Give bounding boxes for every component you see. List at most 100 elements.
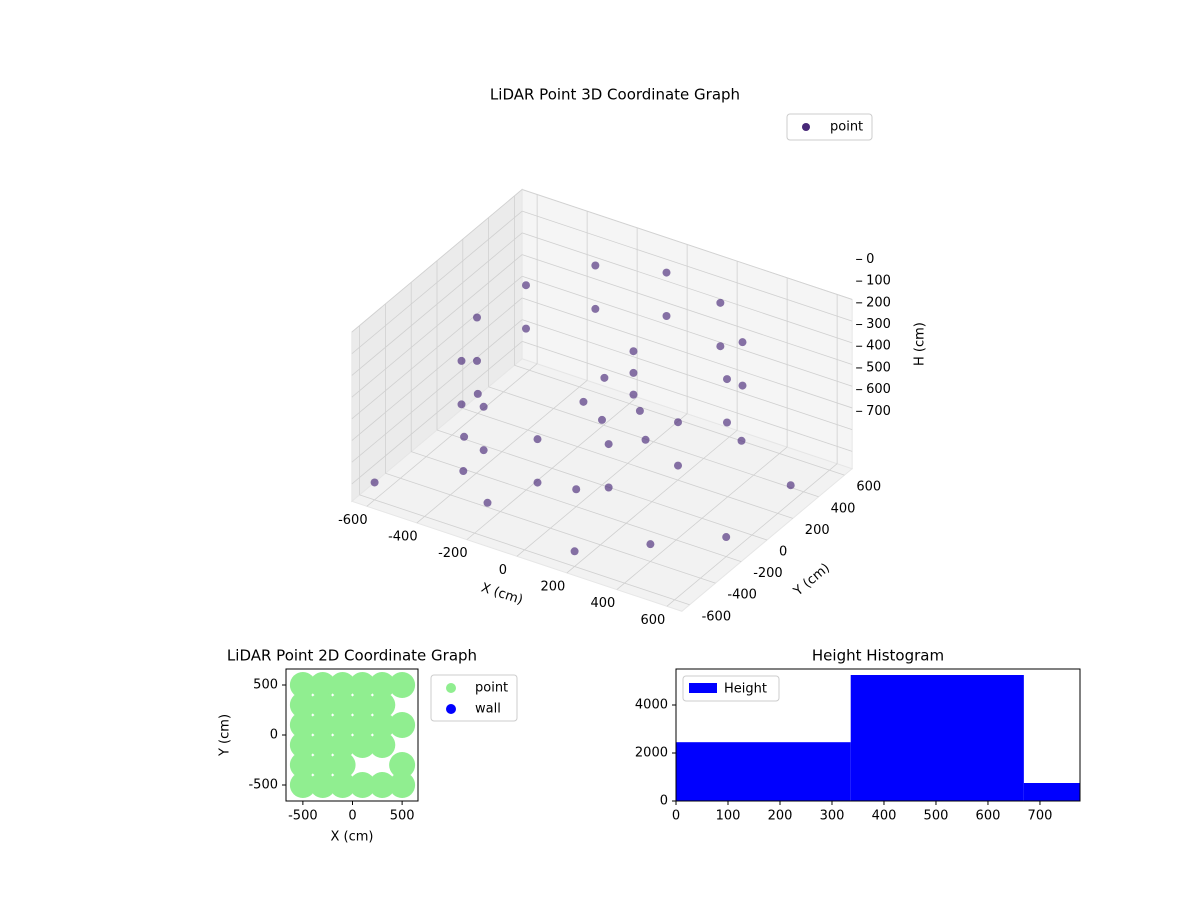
point <box>473 313 481 322</box>
point <box>479 446 488 455</box>
point <box>722 533 731 542</box>
grid-line <box>385 472 716 584</box>
legend-label: point <box>830 120 863 135</box>
grid-line <box>522 297 853 409</box>
point <box>369 732 396 758</box>
x-tick-label: 700 <box>1028 809 1053 824</box>
grid-line <box>522 232 853 344</box>
x-tick-label: -600 <box>338 513 368 528</box>
z-tick-label: 500 <box>866 360 891 375</box>
x-tick-label: 200 <box>540 579 565 594</box>
point <box>723 375 731 384</box>
point <box>723 418 731 427</box>
grid-line <box>351 254 523 398</box>
legend-marker <box>446 704 456 714</box>
grid-line <box>522 275 853 387</box>
grid-line <box>351 319 523 463</box>
point <box>738 338 747 347</box>
grid-line <box>351 275 523 420</box>
point <box>349 732 376 758</box>
axes-frame <box>675 668 1081 802</box>
legend-box <box>786 113 873 141</box>
grid-line <box>522 341 853 452</box>
point <box>570 547 579 556</box>
y-axis-label: Y (cm) <box>790 561 833 600</box>
grid-line <box>522 210 853 322</box>
grid-line <box>359 494 690 606</box>
x-axis-label: X (cm) <box>479 581 525 609</box>
x-axis-label: X (cm) <box>331 830 374 845</box>
point <box>389 672 416 698</box>
point <box>600 373 609 382</box>
legend-marker <box>802 123 810 131</box>
x-tick-label: 600 <box>976 809 1001 824</box>
point <box>289 732 316 758</box>
point <box>674 461 682 470</box>
point <box>389 712 416 738</box>
point <box>349 672 376 698</box>
legend-label: wall <box>475 702 501 717</box>
legend-label: Height <box>724 682 767 697</box>
point <box>329 672 356 698</box>
bar <box>676 742 851 801</box>
y-tick-label: 4000 <box>635 698 668 713</box>
point <box>459 467 468 476</box>
grid-line <box>351 297 523 441</box>
point <box>370 478 379 487</box>
grid-line <box>351 341 523 485</box>
point <box>533 478 542 487</box>
point <box>522 281 530 290</box>
grid-line <box>351 232 523 376</box>
y-tick-label: 0 <box>779 544 787 559</box>
point <box>598 415 606 424</box>
y-tick-label: 0 <box>270 728 278 743</box>
x-tick-label: 0 <box>499 563 507 578</box>
point <box>716 298 725 307</box>
point <box>786 481 795 490</box>
point <box>457 356 466 365</box>
x-tick-label: 300 <box>820 809 845 824</box>
legend-box <box>430 674 518 722</box>
legend-box <box>682 675 780 702</box>
point <box>641 435 650 444</box>
grid-line <box>488 386 819 498</box>
point <box>579 397 588 406</box>
chart-title: Height Histogram <box>812 647 944 665</box>
y-tick-label: -600 <box>702 609 732 624</box>
y-tick-label: -400 <box>727 588 757 603</box>
x-tick-label: 0 <box>672 809 680 824</box>
z-tick-label: 300 <box>866 317 891 332</box>
bar <box>1023 783 1080 801</box>
point <box>629 347 638 356</box>
point <box>289 712 316 738</box>
point <box>716 342 725 351</box>
point <box>389 752 416 778</box>
z-axis-label: H (cm) <box>913 322 928 366</box>
x-tick-label: 200 <box>768 809 793 824</box>
point <box>522 324 530 333</box>
chart-title: LiDAR Point 2D Coordinate Graph <box>227 647 477 665</box>
x-tick-label: -500 <box>288 809 318 824</box>
x-tick-label: -200 <box>438 546 468 561</box>
z-tick-label: 700 <box>866 404 891 419</box>
y-tick-label: 2000 <box>635 746 668 761</box>
z-tick-label: 100 <box>866 274 891 289</box>
point <box>329 772 356 798</box>
point <box>289 752 316 778</box>
legend-marker <box>446 683 456 693</box>
z-tick-label: 400 <box>866 339 891 354</box>
point <box>289 692 316 718</box>
y-tick-label: 500 <box>253 678 278 693</box>
point <box>329 752 356 778</box>
x-tick-label: 400 <box>590 596 615 611</box>
point <box>309 672 336 698</box>
point <box>604 483 613 492</box>
point <box>572 485 581 494</box>
point <box>369 672 396 698</box>
point <box>646 540 655 549</box>
x-tick-label: 500 <box>390 809 415 824</box>
point <box>329 732 356 758</box>
chart-title: LiDAR Point 3D Coordinate Graph <box>490 86 740 104</box>
point <box>591 304 600 313</box>
z-tick-label: 200 <box>866 295 891 310</box>
